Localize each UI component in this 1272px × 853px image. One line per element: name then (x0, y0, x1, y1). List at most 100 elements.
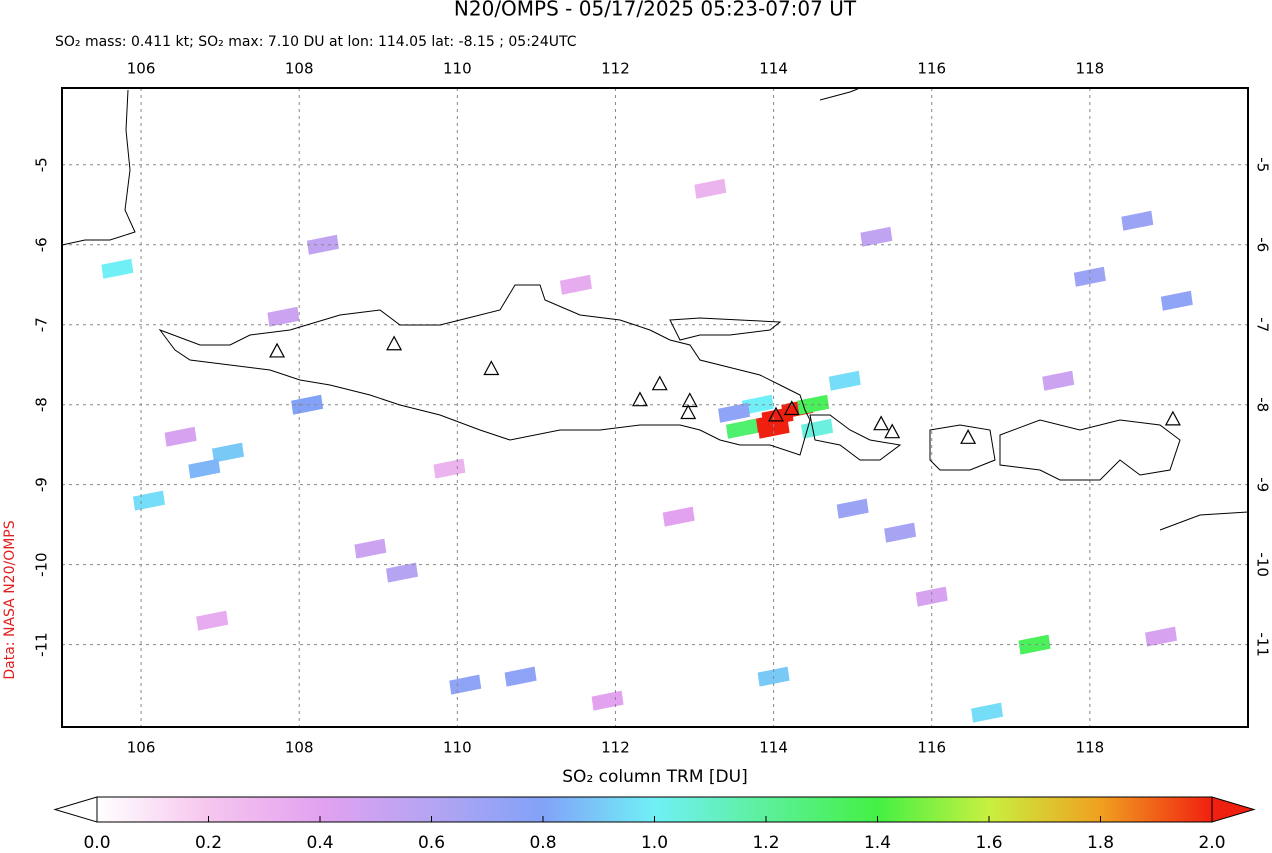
x-tick-label: 110 (443, 60, 472, 78)
so2-pixel (267, 306, 300, 327)
colorbar-tick-label: 0.6 (418, 833, 445, 853)
volcano (681, 392, 698, 408)
so2-pixel (188, 458, 221, 479)
x-tick-label: 116 (917, 739, 946, 757)
x-tick-label: 112 (601, 60, 630, 78)
x-tick-label: 110 (443, 739, 472, 757)
coastline (158, 284, 811, 456)
so2-pixel (718, 402, 751, 423)
so2-pixel (662, 506, 695, 527)
coastline (809, 414, 902, 461)
so2-pixel (1145, 626, 1178, 647)
colorbar-tick-label: 2.0 (1198, 833, 1225, 853)
colorbar-tick-label: 0.8 (529, 833, 556, 853)
colorbar-under (53, 796, 98, 823)
title: N20/OMPS - 05/17/2025 05:23-07:07 UT (454, 0, 857, 21)
so2-pixel (725, 418, 758, 439)
volcano (269, 342, 286, 358)
y-tick-label: -6 (1254, 237, 1272, 252)
volcano (767, 406, 784, 422)
colorbar: 0.0 0.2 0.4 0.6 0.8 1.0 1.2 1.4 1.6 1.8 2.0 (53, 796, 1256, 853)
so2-pixel (884, 522, 917, 543)
so2-pixel (164, 426, 197, 447)
so2-pixel (101, 258, 134, 279)
so2-pixel (132, 490, 165, 511)
so2-pixel (1073, 266, 1106, 287)
x-tick-label: 112 (601, 739, 630, 757)
so2-pixel (196, 610, 229, 631)
so2-pixel (433, 458, 466, 479)
so2-pixel (836, 498, 869, 519)
volcano (960, 429, 977, 444)
y-tick-label: -6 (33, 237, 51, 252)
so2-pixel (1160, 290, 1193, 311)
so2-pixel (915, 586, 948, 607)
y-tick-label: -7 (1254, 317, 1272, 332)
volcano (651, 375, 668, 391)
colorbar-tick-label: 0.2 (195, 833, 222, 853)
so2-pixel (1121, 210, 1154, 231)
y-tick-label: -7 (33, 317, 51, 332)
coastline (1159, 511, 1249, 531)
colorbar-tick-label: 1.8 (1087, 833, 1114, 853)
colorbar-tick-label: 1.0 (641, 833, 668, 853)
volcano (783, 400, 800, 416)
x-tick-label: 108 (285, 60, 314, 78)
colorbar-tick-label: 1.6 (975, 833, 1002, 853)
x-tick-label: 114 (759, 60, 788, 78)
y-tick-label: -5 (33, 157, 51, 172)
volcano (680, 404, 697, 420)
y-tick-label: -8 (1254, 397, 1272, 412)
colorbar-tick-label: 1.2 (752, 833, 779, 853)
volcano (873, 415, 890, 431)
volcano (386, 335, 403, 351)
map-area (62, 88, 1248, 727)
volcano (884, 423, 901, 439)
x-tick-label: 118 (1076, 739, 1105, 757)
y-tick-label: -11 (1254, 632, 1272, 657)
so2-pixel (559, 274, 592, 295)
y-tick-label: -8 (33, 397, 51, 412)
x-tick-label: 106 (127, 60, 156, 78)
colorbar-over (1211, 796, 1256, 823)
coastline (999, 419, 1181, 481)
volcano (1164, 410, 1181, 426)
coastlines (61, 87, 1249, 531)
so2-pixel (1042, 370, 1075, 391)
subtitle: SO₂ mass: 0.411 kt; SO₂ max: 7.10 DU at … (55, 34, 577, 50)
so2-pixel (385, 562, 418, 583)
y-tick-label: -5 (1254, 157, 1272, 172)
so2-pixel (860, 226, 893, 247)
so2-pixel (591, 690, 624, 711)
credit: Data: NASA N20/OMPS (2, 520, 18, 679)
so2-pixel (449, 674, 482, 695)
coastline (61, 89, 136, 246)
volcano (483, 360, 500, 376)
x-tick-label: 118 (1076, 60, 1105, 78)
colorbar-tick-label: 0.0 (83, 833, 110, 853)
so2-pixel (828, 370, 861, 391)
y-tick-label: -9 (1254, 477, 1272, 492)
x-tick-label: 114 (759, 739, 788, 757)
volcano (631, 391, 648, 407)
colorbar-label: SO₂ column TRM [DU] (562, 767, 747, 787)
y-tick-label: -10 (33, 552, 51, 577)
x-tick-label: 116 (917, 60, 946, 78)
so2-pixel (354, 538, 387, 559)
coastline (819, 87, 861, 101)
colorbar-tick-label: 1.4 (864, 833, 891, 853)
so2-pixel (212, 442, 245, 463)
x-tick-label: 108 (285, 739, 314, 757)
so2-pixel (757, 418, 790, 439)
so2-pixel (971, 702, 1004, 723)
y-tick-label: -10 (1254, 552, 1272, 577)
y-tick-label: -9 (33, 477, 51, 492)
coastline (929, 424, 996, 471)
coastline (669, 317, 782, 341)
so2-pixel (694, 178, 727, 199)
map-frame (61, 87, 1249, 728)
so2-pixel (504, 666, 537, 687)
so2-pixel (1018, 634, 1051, 655)
y-tick-label: -11 (33, 632, 51, 657)
